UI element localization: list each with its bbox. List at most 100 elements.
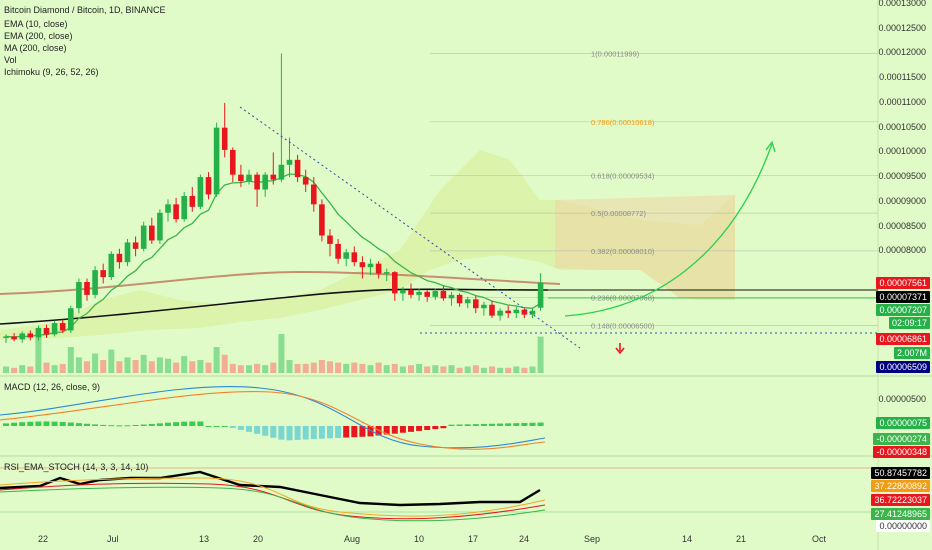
macd-histogram-bar [84,423,90,426]
candle-body [19,333,25,340]
candle-body [311,184,317,205]
macd-histogram-bar [140,424,147,426]
volume-bar [148,361,155,373]
candle-body [537,282,544,308]
candle-body [351,252,358,263]
indicator-ichimoku-label[interactable]: Ichimoku (9, 26, 52, 26) [4,67,99,77]
price-tag: 0.00006861 [876,333,930,345]
candle-body [286,159,293,165]
volume-bar [399,366,406,373]
projection-arrow [564,143,773,317]
candle-body [254,174,260,190]
volume-bar [3,366,9,373]
macd-histogram-bar [116,425,123,427]
volume-bar [19,365,26,373]
macd-histogram-bar [424,426,431,431]
x-axis-label: Jul [107,534,119,544]
rsi-tag: 0.00000000 [876,520,930,532]
macd-histogram-bar [464,424,471,426]
volume-bar [521,367,528,373]
candle-body [529,310,536,315]
price-axis-label: 0.00010500 [878,121,926,132]
volume-bar [108,349,115,373]
x-axis-label: 20 [253,534,264,544]
projection-arrow-head [765,140,776,153]
price-tag: 02:09:17 [888,317,930,329]
volume-bar [310,362,317,373]
macd-histogram-bar [327,426,333,439]
candle-body [181,195,187,220]
volume-bar [11,367,18,373]
volume-bar [156,357,163,373]
candle-body [489,304,495,316]
macd-histogram-bar [505,423,512,426]
volume-bar [294,363,301,373]
x-axis-label: 13 [199,534,210,544]
macd-histogram-bar [254,426,261,434]
stoch-ema-line [0,486,546,522]
macd-histogram-bar [92,424,99,426]
macd-histogram-bar [537,422,544,426]
macd-histogram-bar [367,426,374,437]
rsi-line [0,470,541,507]
volume-bar [472,365,479,373]
ema200-line [0,288,549,325]
volume-bar [383,365,390,373]
volume-bar [92,353,99,373]
price-axis-label: 0.00011500 [879,72,926,83]
candle-body [124,242,131,263]
price-axis-label: 0.00009500 [878,171,926,182]
candle-body [165,204,171,213]
x-axis-label: 17 [468,534,479,544]
candle-body [440,290,447,299]
volume-bar [416,363,423,373]
macd-histogram-bar [489,423,495,426]
macd-histogram-bar [286,426,293,441]
macd-histogram-bar [189,421,196,426]
candle-body [221,127,228,150]
candle-body [116,253,123,263]
volume-bar [116,361,123,373]
macd-histogram-bar [497,423,504,426]
signal-line [0,391,546,450]
price-axis-label: 0.00008500 [878,220,926,231]
indicator-ema10-label[interactable]: EMA (10, close) [4,19,68,29]
rsi-tag: 36.72223037 [871,494,930,506]
candle-body [432,290,439,297]
rsi-pane-label[interactable]: RSI_EMA_STOCH (14, 3, 3, 14, 10) [4,462,149,472]
macd-histogram-bar [480,423,487,426]
x-axis-label: 21 [736,534,747,544]
macd-axis-label: 0.00000500 [878,394,926,404]
volume-bar [513,366,520,373]
price-tag: 2.007M [893,347,930,359]
candle-body [302,177,309,185]
candle-body [84,282,90,295]
macd-histogram-bar [19,422,26,426]
x-axis-label: Aug [344,534,361,544]
price-axis-label: 0.00009000 [878,195,926,206]
rsi-tag: 50.87457782 [871,467,930,479]
candle-body [51,323,58,335]
volume-bar [27,366,34,373]
candle-body [140,225,147,249]
fib-level-label: 0.786(0.00010618) [591,118,655,127]
candle-body [392,272,398,294]
indicator-vol-label[interactable]: Vol [4,55,17,65]
macd-histogram-bar [205,426,212,427]
candle-body [505,310,511,314]
volume-bar [537,336,544,373]
volume-bar [391,363,398,373]
candle-body [27,333,34,338]
indicator-ema200-label[interactable]: EMA (200, close) [4,31,73,41]
volume-bar [456,367,463,373]
price-axis-label: 0.00012000 [878,47,926,58]
macd-histogram-bar [456,424,463,426]
indicator-ma200-label[interactable]: MA (200, close) [4,43,67,53]
macd-pane-label[interactable]: MACD (12, 26, close, 9) [4,382,101,392]
candle-body [59,323,66,331]
macd-histogram-bar [67,422,74,426]
fib-level-label: 0.382(0.00008010) [591,247,655,256]
candle-body [375,263,382,274]
macd-histogram-bar [100,424,107,426]
